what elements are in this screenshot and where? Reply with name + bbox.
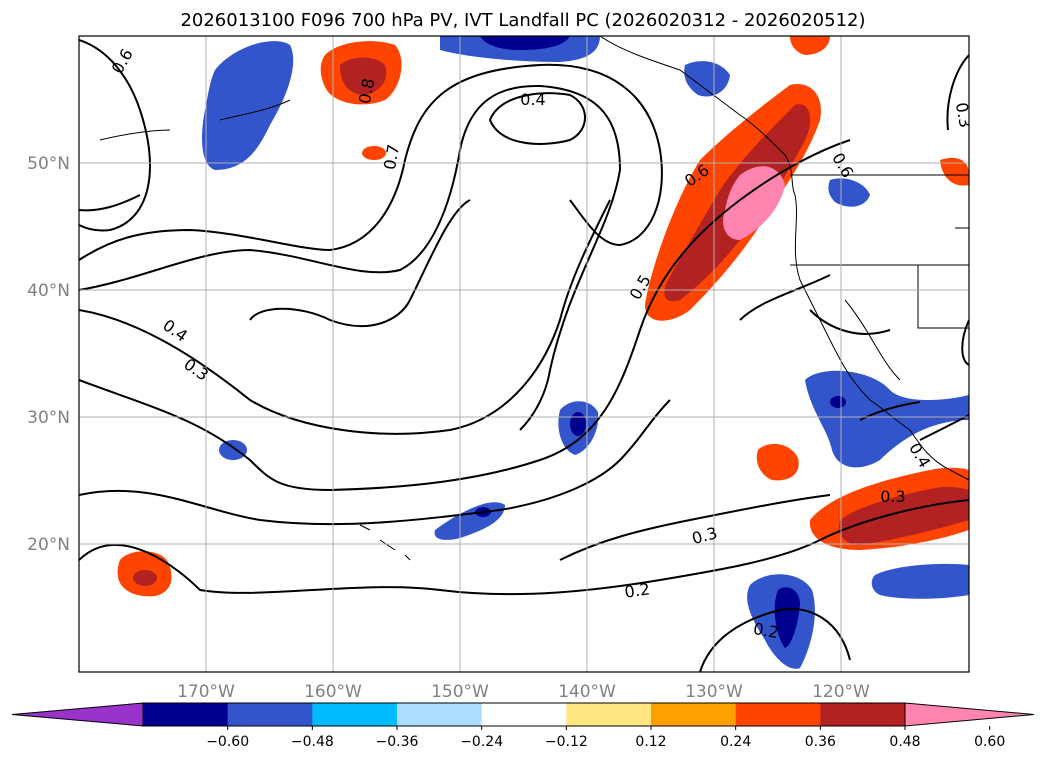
figure-title: 2026013100 F096 700 hPa PV, IVT Landfall… [180,10,865,31]
colorbar-tick-label: 0.24 [720,734,751,750]
colorbar-tick-label: 0.12 [635,734,666,750]
colorbar-frame [142,702,906,727]
contour-label: 0.8 [355,77,378,105]
lat-tick-label: 30°N [27,408,70,428]
colorbar-swatch [312,703,398,726]
lon-tick-label: 120°W [812,682,870,702]
contour-label: 0.7 [380,143,403,171]
colorbar-tick-label: −0.48 [291,734,334,750]
contour-label: 0.3 [952,101,975,129]
map-panel: 0.6 0.8 0.7 0.4 0.6 0.6 0.5 0.4 0.3 0.3 … [79,36,975,672]
map-frame [78,35,970,673]
colorbar-swatch [481,703,567,726]
lon-tick-label: 130°W [685,682,743,702]
colorbar-tick-label: 0.60 [974,734,1005,750]
colorbar-swatch [820,703,906,726]
colorbar-tick-label: −0.36 [376,734,419,750]
colorbar-swatch [651,703,737,726]
colorbar-tick-label: −0.12 [545,734,588,750]
colorbar-tick-label: −0.60 [206,734,249,750]
colorbar-swatch [566,703,652,726]
lon-tick-label: 150°W [431,682,489,702]
shaded-field [117,36,969,669]
lon-tick-label: 140°W [558,682,616,702]
colorbar-swatch [397,703,483,726]
colorbar-tick-label: −0.24 [460,734,503,750]
lat-tick-label: 40°N [27,281,70,301]
contour-label: 0.2 [623,579,651,601]
colorbar-tick-label: 0.48 [889,734,920,750]
lon-tick-label: 170°W [177,682,235,702]
gridlines [79,36,969,672]
lat-tick-label: 50°N [27,154,70,174]
colorbar: −0.60 −0.48 −0.36 −0.24 −0.12 0.12 0.24 0.36 0.4… [11,702,1035,750]
lat-tick-label: 20°N [27,535,70,555]
colorbar-swatch [735,703,821,726]
colorbar-tick-label: 0.36 [805,734,836,750]
colorbar-swatch [143,703,229,726]
colorbar-swatch [227,703,313,726]
colorbar-extend-low [11,702,144,727]
lon-tick-labels: 170°W 160°W 150°W 140°W 130°W 120°W [177,682,870,702]
lat-tick-labels: 50°N 40°N 30°N 20°N [27,154,70,555]
colorbar-extend-high [904,702,1035,727]
lon-tick-label: 160°W [304,682,362,702]
pv-contours [79,39,969,672]
coastlines [99,36,969,561]
contour-label: 0.2 [752,619,780,642]
contour-label: 0.4 [520,90,545,109]
contour-label: 0.3 [880,487,905,506]
